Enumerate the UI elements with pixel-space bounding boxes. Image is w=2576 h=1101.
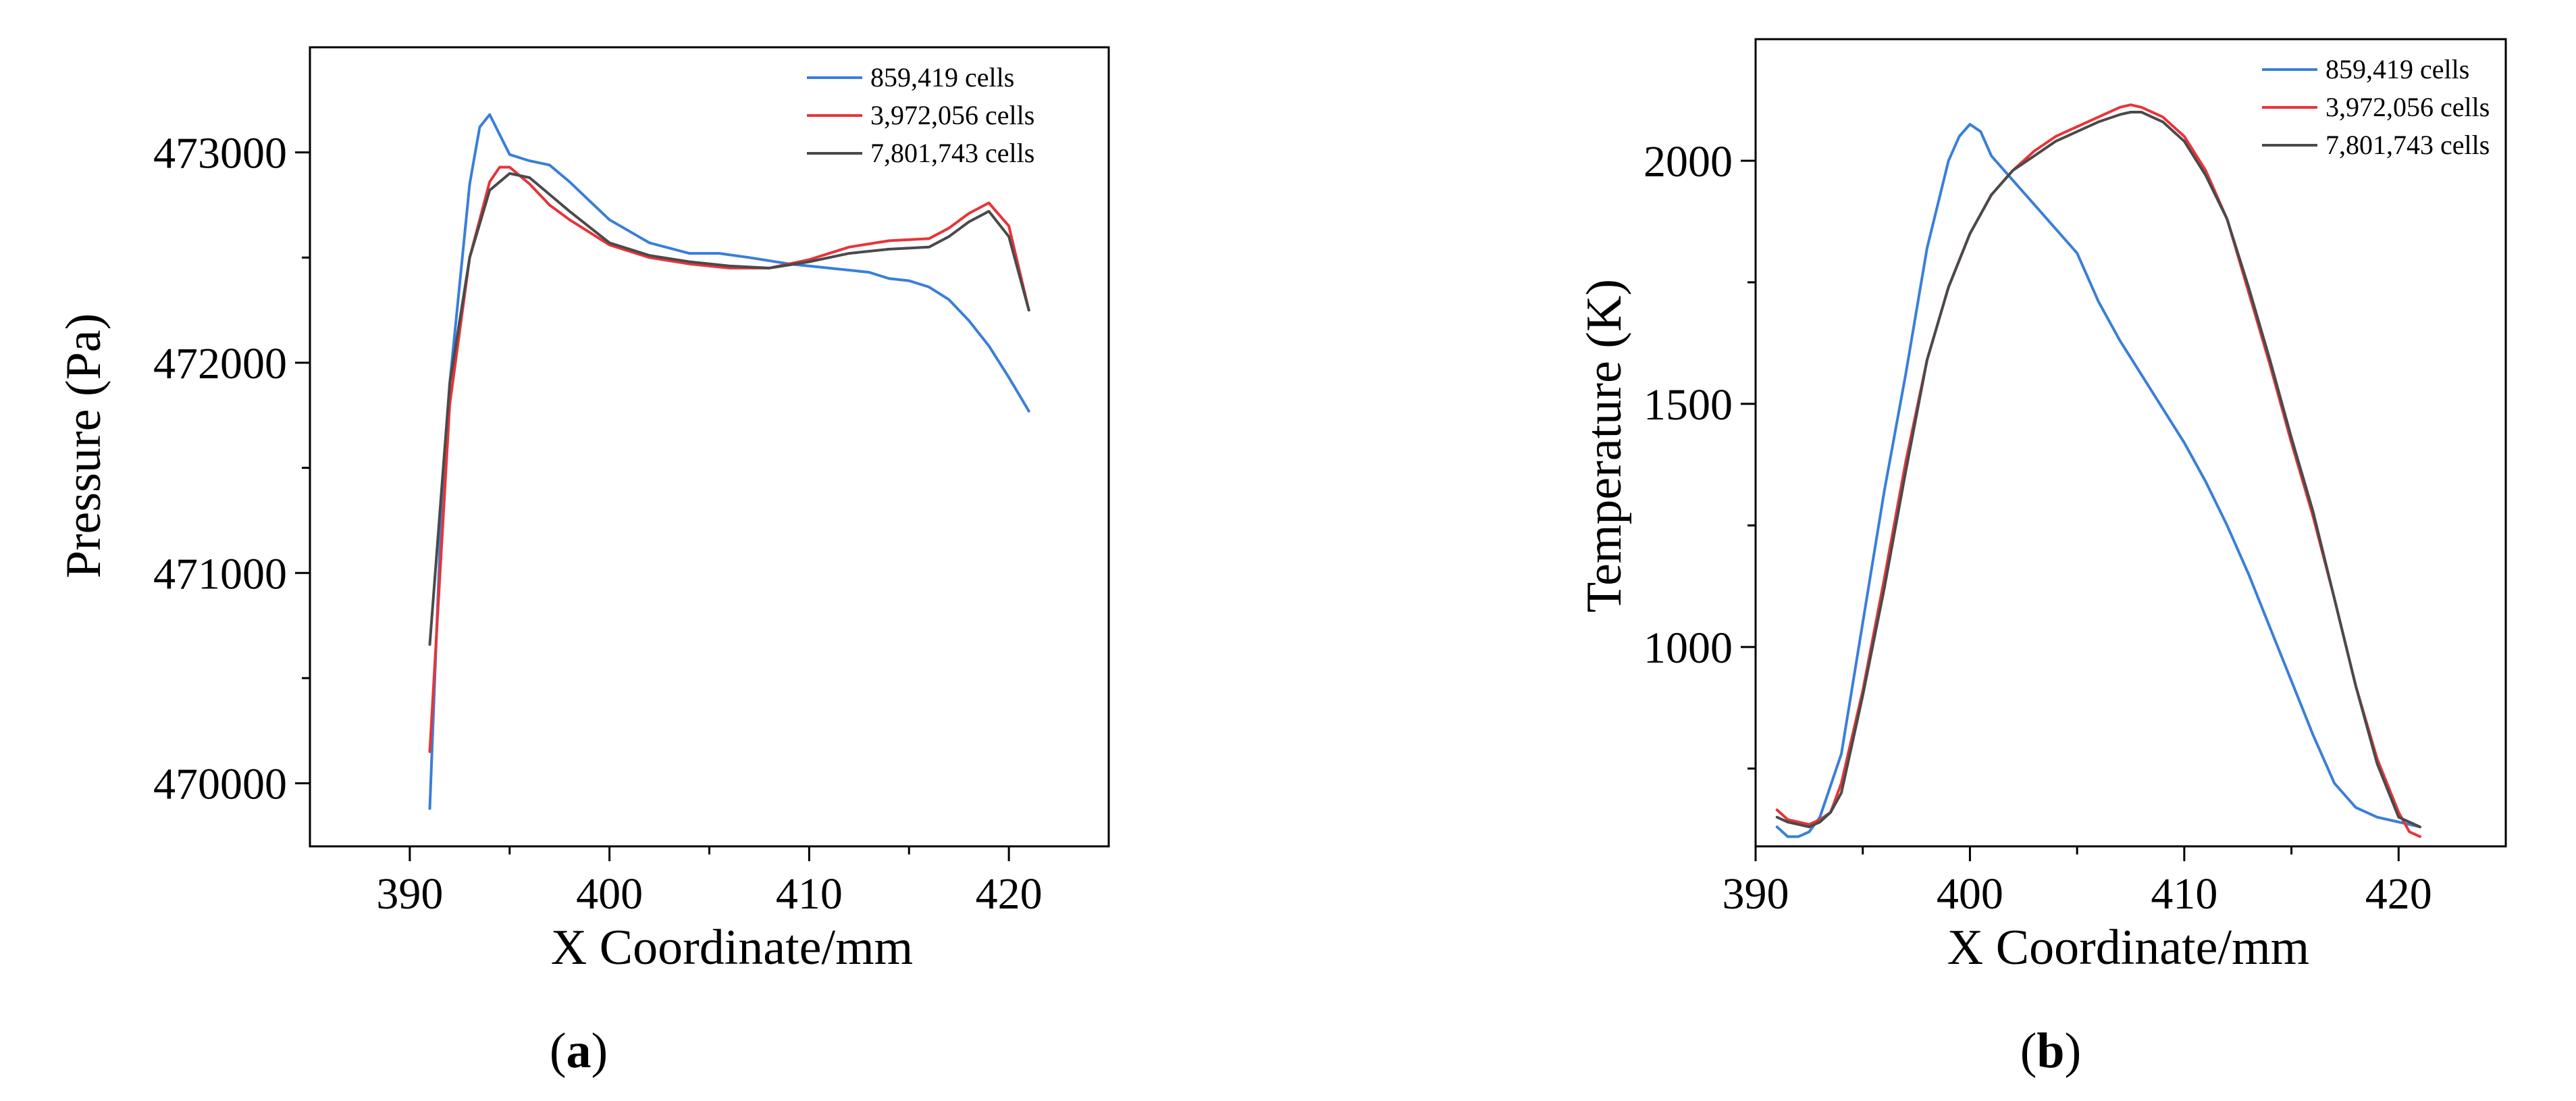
tick-layer-a: 390 400 410 420 470000 471000 472000 473000: [153, 129, 1043, 919]
panel-label-a: (a): [550, 1023, 608, 1079]
x-tick-label-b-0: 390: [1723, 869, 1789, 919]
series-line-a-1: [428, 165, 1030, 753]
series-line-b-0: [1775, 123, 2421, 838]
y-tick-label-a-1: 471000: [153, 549, 287, 598]
x-axis-title-a: X Coordinate/mm: [551, 920, 913, 975]
x-tick-label-a-2: 410: [776, 869, 843, 919]
legend-label-b-2: 7,801,743 cells: [2325, 130, 2490, 160]
x-tick-label-a-0: 390: [376, 869, 443, 919]
panel-letter-a: a: [567, 1023, 592, 1079]
legend-label-b-1: 3,972,056 cells: [2325, 92, 2490, 122]
x-axis-title-b: X Coordinate/mm: [1947, 920, 2309, 975]
x-tick-label-a-3: 420: [976, 869, 1043, 919]
x-tick-label-b-1: 400: [1937, 869, 2003, 919]
x-tick-label-a-1: 400: [576, 869, 643, 919]
x-tick-label-b-2: 410: [2151, 869, 2217, 919]
x-tick-label-b-3: 420: [2365, 869, 2432, 919]
legend-b: 859,419 cells 3,972,056 cells 7,801,743 ce…: [2262, 54, 2490, 160]
series-layer-b: [1775, 103, 2421, 838]
plot-frame-b: [1754, 38, 2507, 848]
plot-frame-a: [309, 46, 1110, 848]
legend-a: 859,419 cells 3,972,056 cells 7,801,743 ce…: [807, 62, 1034, 168]
y-tick-label-b-1: 1500: [1644, 380, 1733, 430]
series-layer-a: [428, 113, 1030, 810]
series-line-b-2: [1775, 111, 2421, 829]
panel-letter-b: b: [2036, 1023, 2064, 1079]
y-tick-label-a-0: 470000: [153, 760, 287, 809]
series-line-a-2: [428, 172, 1030, 646]
y-tick-label-b-2: 2000: [1644, 137, 1733, 186]
legend-label-a-1: 3,972,056 cells: [870, 100, 1034, 130]
chart-panel-a: 390 400 410 420 470000 471000 472000 473000 X C…: [56, 46, 1110, 1079]
y-tick-label-a-2: 472000: [153, 339, 287, 388]
series-line-a-0: [428, 113, 1030, 810]
legend-label-b-0: 859,419 cells: [2325, 54, 2469, 84]
chart-panel-b: 390 400 410 420 1000 1500 2000 X Coordinate/mm…: [1577, 38, 2507, 1079]
legend-label-a-0: 859,419 cells: [870, 62, 1014, 93]
legend-label-a-2: 7,801,743 cells: [870, 138, 1034, 168]
tick-layer-b: 390 400 410 420 1000 1500 2000: [1644, 137, 2432, 919]
panel-label-b: (b): [2020, 1023, 2081, 1079]
y-tick-label-a-3: 473000: [153, 129, 287, 178]
y-axis-title-a: Pressure (Pa): [56, 313, 111, 579]
y-axis-title-b: Temperature (K): [1577, 279, 1632, 613]
y-tick-label-b-0: 1000: [1644, 623, 1733, 673]
